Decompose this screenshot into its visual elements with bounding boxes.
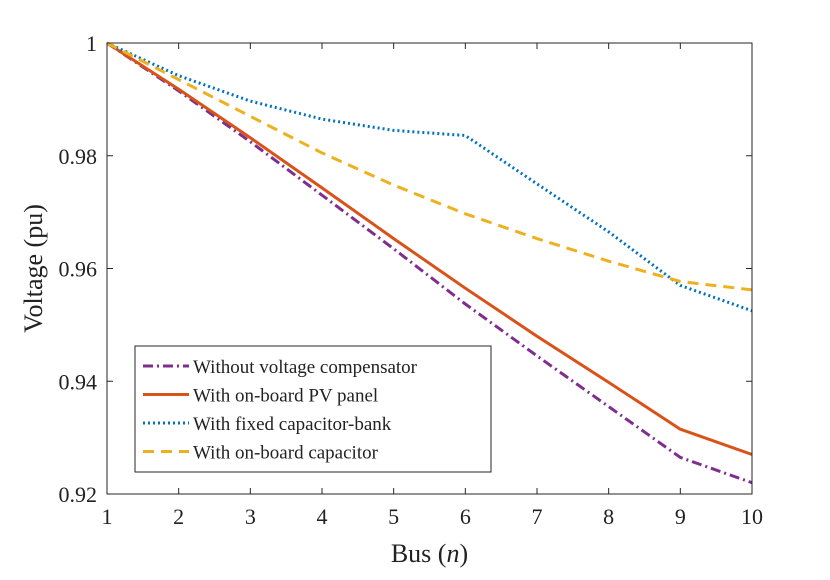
y-axis-label: Voltage (pu) <box>19 204 48 333</box>
axes-layer: 1 2 3 4 5 6 7 8 9 10 0.92 0.94 0.96 0.98 1 <box>59 31 764 529</box>
y-tick-label: 0.94 <box>59 369 98 394</box>
series-line-4 <box>106 41 753 292</box>
x-axis-label: Bus (n) <box>391 539 468 568</box>
x-tick-label: 2 <box>173 504 184 529</box>
x-axis-label-variable: n <box>446 539 459 568</box>
legend-label-4: With on-board capacitor <box>193 443 379 464</box>
x-tick-label: 8 <box>603 504 614 529</box>
y-tick-label: 1 <box>86 31 97 56</box>
x-tick-label: 5 <box>388 504 399 529</box>
legend-label-1: Without voltage compensator <box>193 357 418 378</box>
series-layer <box>106 41 753 485</box>
x-tick-label: 6 <box>460 504 471 529</box>
y-tick-label: 0.92 <box>59 482 98 507</box>
x-tick-label: 9 <box>675 504 686 529</box>
legend-box <box>134 345 492 473</box>
x-tick-label: 10 <box>741 504 763 529</box>
x-tick-label: 4 <box>317 504 328 529</box>
series-line-3 <box>106 41 753 313</box>
y-tick-label: 0.98 <box>59 144 98 169</box>
y-tick-label: 0.96 <box>59 257 98 282</box>
legend: Without voltage compensator With on-board… <box>134 345 492 473</box>
x-axis-label-text: Bus ( <box>391 539 447 568</box>
x-tick-label: 7 <box>532 504 543 529</box>
legend-label-3: With fixed capacitor-bank <box>193 414 392 435</box>
series-line-2 <box>106 41 753 456</box>
x-tick-label: 3 <box>245 504 256 529</box>
x-axis-label-close: ) <box>459 539 468 568</box>
series-line-1 <box>106 41 753 485</box>
x-tick-label: 1 <box>102 504 113 529</box>
legend-label-2: With on-board PV panel <box>193 386 378 407</box>
